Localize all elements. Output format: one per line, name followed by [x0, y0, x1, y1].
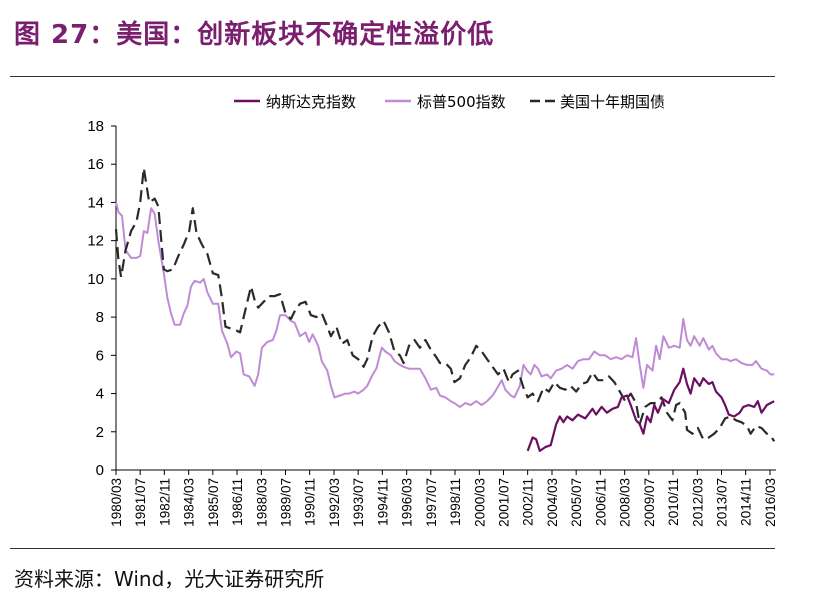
y-tick-label: 16 — [87, 156, 104, 173]
legend-label-sp500: 标普500指数 — [417, 93, 506, 111]
y-tick-label: 14 — [87, 194, 104, 211]
x-tick-label: 2014/11 — [739, 478, 754, 526]
y-tick-label: 10 — [87, 271, 104, 288]
x-tick-label: 2013/07 — [714, 478, 729, 527]
footer-divider — [10, 548, 775, 549]
x-tick-label: 1998/11 — [448, 478, 463, 526]
x-tick-label: 2000/03 — [472, 478, 487, 527]
y-tick-label: 0 — [96, 462, 104, 479]
y-tick-label: 18 — [87, 118, 104, 135]
y-tick-label: 12 — [87, 233, 104, 250]
x-tick-label: 2001/07 — [496, 478, 511, 527]
y-tick-label: 8 — [96, 309, 104, 326]
x-tick-label: 1992/03 — [327, 478, 342, 527]
x-tick-label: 1996/03 — [400, 478, 415, 527]
x-tick-label: 1986/11 — [230, 478, 245, 526]
x-tick-label: 1985/07 — [206, 478, 221, 527]
x-tick-label: 1997/07 — [424, 478, 439, 527]
x-tick-label: 1984/03 — [182, 478, 197, 527]
legend: 纳斯达克指数 标普500指数 美国十年期国债 — [234, 93, 665, 111]
axes: 0 2 4 6 8 10 12 14 16 18 1980/03 1981/07 1982/11 1984… — [87, 118, 778, 527]
x-tick-label: 1988/03 — [254, 478, 269, 527]
x-tick-label: 2002/11 — [521, 478, 536, 526]
x-tick-label: 1980/03 — [109, 478, 124, 527]
series-line-nasdaq — [526, 367, 775, 452]
title-divider — [10, 76, 775, 77]
y-tick-label: 4 — [96, 386, 104, 403]
x-tick-label: 2008/03 — [618, 478, 633, 527]
series-layer — [114, 166, 776, 452]
x-tick-label: 1989/07 — [278, 478, 293, 527]
x-tick-label: 1990/11 — [303, 478, 318, 526]
x-tick-label: 1982/11 — [157, 478, 172, 526]
x-tick-label: 2009/07 — [642, 478, 657, 527]
x-tick-label: 2010/11 — [666, 478, 681, 526]
x-tick-label: 2005/07 — [569, 478, 584, 527]
x-tick-label: 2004/03 — [545, 478, 560, 527]
chart-title: 图 27：美国：创新板块不确定性溢价低 — [14, 20, 495, 50]
x-tick-label: 2012/03 — [690, 478, 705, 527]
series-line-sp500 — [115, 202, 775, 408]
x-tick-label: 1981/07 — [133, 478, 148, 527]
y-tick-label: 6 — [96, 347, 104, 364]
legend-label-treasury: 美国十年期国债 — [560, 93, 665, 111]
series-line-treasury — [114, 166, 776, 442]
x-tick-label: 1994/11 — [375, 478, 390, 526]
x-tick-label: 2006/11 — [593, 478, 608, 526]
source-note: 资料来源：Wind，光大证券研究所 — [14, 567, 325, 591]
x-tick-label: 2016/03 — [763, 478, 778, 527]
x-tick-label: 1993/07 — [351, 478, 366, 527]
y-tick-label: 2 — [96, 424, 104, 441]
legend-label-nasdaq: 纳斯达克指数 — [266, 93, 356, 111]
